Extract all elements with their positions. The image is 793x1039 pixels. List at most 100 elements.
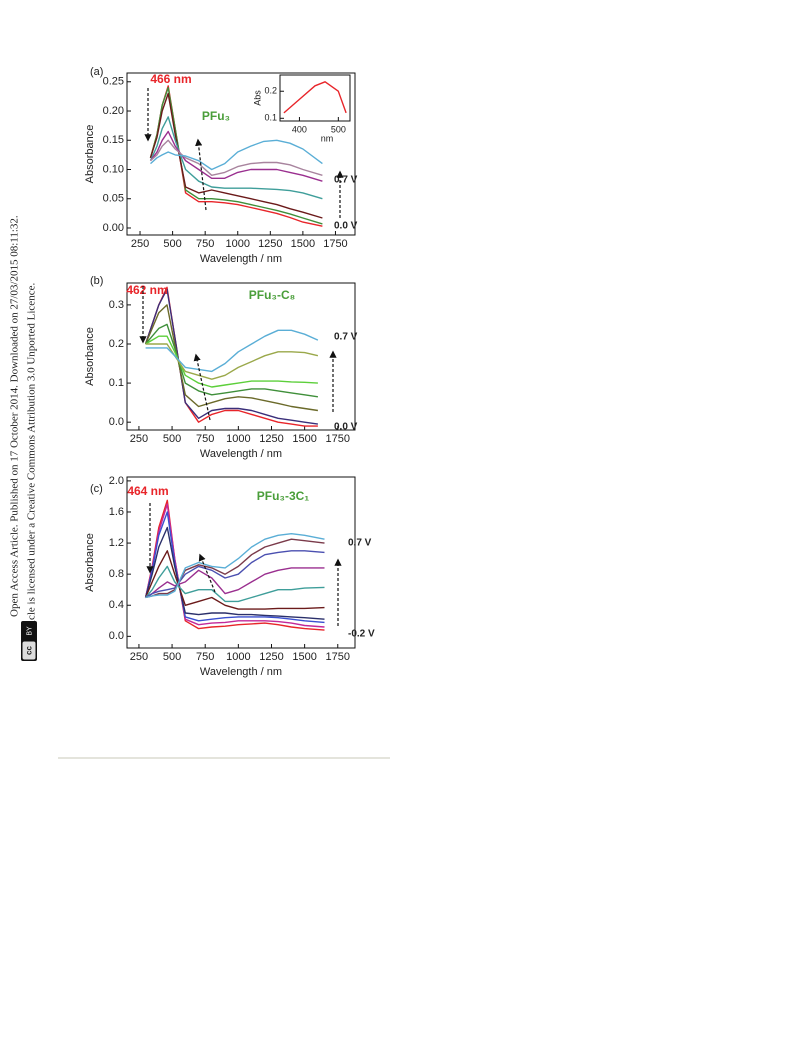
y-tick-label: 0.15 bbox=[103, 134, 124, 146]
spectrum-line bbox=[145, 567, 325, 599]
x-tick-label: 500 bbox=[331, 124, 346, 134]
spectrum-line bbox=[145, 565, 325, 603]
voltage-label: 0.0 V bbox=[334, 221, 358, 232]
x-tick-label: 1500 bbox=[292, 433, 316, 445]
x-tick-label: 1500 bbox=[291, 238, 315, 250]
y-tick-label: 0.0 bbox=[109, 416, 124, 428]
spectrum-line bbox=[144, 550, 325, 610]
x-axis-title: Wavelength / nm bbox=[200, 448, 282, 460]
peak-label: 462 nm bbox=[126, 283, 167, 297]
spectrum-line bbox=[145, 329, 319, 373]
y-tick-label: 0.10 bbox=[103, 163, 124, 175]
x-tick-label: 750 bbox=[196, 651, 214, 663]
x-tick-label: 500 bbox=[163, 433, 181, 445]
spectrum-line bbox=[145, 323, 319, 398]
trend-arrow bbox=[198, 553, 216, 593]
x-tick-label: 1250 bbox=[259, 651, 283, 663]
x-tick-label: 250 bbox=[130, 651, 148, 663]
panel-label: (a) bbox=[90, 66, 103, 78]
y-tick-label: 1.2 bbox=[109, 537, 124, 549]
x-axis-title: Wavelength / nm bbox=[200, 666, 282, 678]
x-tick-label: 1000 bbox=[226, 433, 250, 445]
badge-text: cc bbox=[25, 646, 34, 655]
panel-label: (c) bbox=[90, 483, 103, 495]
spectrum-line bbox=[145, 550, 325, 599]
y-tick-label: 0.20 bbox=[103, 105, 124, 117]
y-axis-title: Absorbance bbox=[84, 125, 96, 184]
x-tick-label: 1250 bbox=[258, 238, 282, 250]
x-tick-label: 400 bbox=[292, 124, 307, 134]
y-tick-label: 0.00 bbox=[103, 222, 124, 234]
voltage-label: 0.7 V bbox=[348, 538, 372, 549]
spectrum-line bbox=[145, 343, 319, 380]
plot-frame bbox=[279, 74, 351, 122]
x-tick-label: 250 bbox=[131, 238, 149, 250]
voltage-label: 0.0 V bbox=[334, 422, 358, 433]
badge-left bbox=[22, 641, 36, 660]
voltage-label: -0.2 V bbox=[348, 629, 375, 640]
x-tick-label: 750 bbox=[196, 433, 214, 445]
y-tick-label: 0.0 bbox=[109, 630, 124, 642]
plot-frame bbox=[126, 72, 356, 236]
spectrum-line bbox=[149, 92, 323, 219]
y-tick-label: 0.3 bbox=[109, 299, 124, 311]
x-tick-label: 500 bbox=[163, 238, 181, 250]
spectrum-line bbox=[144, 288, 318, 425]
y-tick-label: 2.0 bbox=[109, 475, 124, 487]
x-tick-label: 1250 bbox=[259, 433, 283, 445]
y-tick-label: 0.05 bbox=[103, 193, 124, 205]
spectrum-line bbox=[144, 499, 325, 631]
x-axis-title: Wavelength / nm bbox=[200, 253, 282, 265]
x-tick-label: 1000 bbox=[226, 238, 250, 250]
spectrum-line bbox=[144, 526, 325, 620]
spectrum-line bbox=[149, 116, 323, 200]
x-tick-label: 500 bbox=[163, 651, 181, 663]
x-tick-label: 1750 bbox=[326, 651, 350, 663]
spectrum-line bbox=[145, 533, 325, 599]
panel-label: (b) bbox=[90, 275, 103, 287]
spectrum-line bbox=[144, 503, 325, 628]
trend-arrow bbox=[195, 138, 207, 211]
spectrum-line bbox=[145, 538, 325, 599]
x-tick-label: 1000 bbox=[226, 651, 250, 663]
y-axis-title: Absorbance bbox=[84, 533, 96, 592]
license-badge: cc BY bbox=[21, 621, 37, 661]
sidebar-line: Open Access Article. Published on 17 Oct… bbox=[9, 215, 21, 617]
x-tick-label: 750 bbox=[196, 238, 214, 250]
spectrum-line bbox=[283, 81, 347, 114]
peak-label: 464 nm bbox=[127, 484, 168, 498]
spectrum-line bbox=[150, 139, 323, 171]
spectrum-line bbox=[144, 304, 319, 412]
y-tick-label: 0.1 bbox=[109, 377, 124, 389]
y-axis-title: Absorbance bbox=[84, 327, 96, 386]
y-tick-label: 0.25 bbox=[103, 76, 124, 88]
y-tick-label: 1.6 bbox=[109, 506, 124, 518]
spectrum-line bbox=[149, 86, 323, 225]
voltage-label: 0.7 V bbox=[334, 332, 358, 343]
spectrum-line bbox=[144, 511, 325, 624]
x-tick-label: 1750 bbox=[326, 433, 350, 445]
plot-frame bbox=[126, 282, 356, 431]
peak-label: 466 nm bbox=[150, 72, 191, 86]
compound-label: PFu₃ bbox=[202, 109, 230, 123]
spectrum-line bbox=[145, 335, 318, 388]
x-tick-label: 1500 bbox=[292, 651, 316, 663]
spectrum-line bbox=[149, 130, 323, 182]
sidebar-line: This article is licensed under a Creativ… bbox=[26, 283, 38, 657]
x-axis-title: nm bbox=[321, 133, 334, 143]
y-tick-label: 0.1 bbox=[264, 113, 277, 123]
compound-label: PFu₃-C₈ bbox=[249, 288, 296, 302]
y-tick-label: 0.2 bbox=[264, 86, 277, 96]
trend-arrow bbox=[193, 353, 211, 421]
x-tick-label: 1750 bbox=[323, 238, 347, 250]
y-tick-label: 0.2 bbox=[109, 338, 124, 350]
y-tick-label: 0.8 bbox=[109, 568, 124, 580]
y-axis-title: Abs bbox=[252, 90, 262, 106]
x-tick-label: 250 bbox=[130, 433, 148, 445]
y-tick-label: 0.4 bbox=[109, 599, 124, 611]
compound-label: PFu₃-3C₁ bbox=[257, 489, 310, 503]
voltage-label: 0.7 V bbox=[334, 175, 358, 186]
badge-text: BY bbox=[26, 626, 33, 636]
spectrum-line bbox=[150, 139, 323, 176]
